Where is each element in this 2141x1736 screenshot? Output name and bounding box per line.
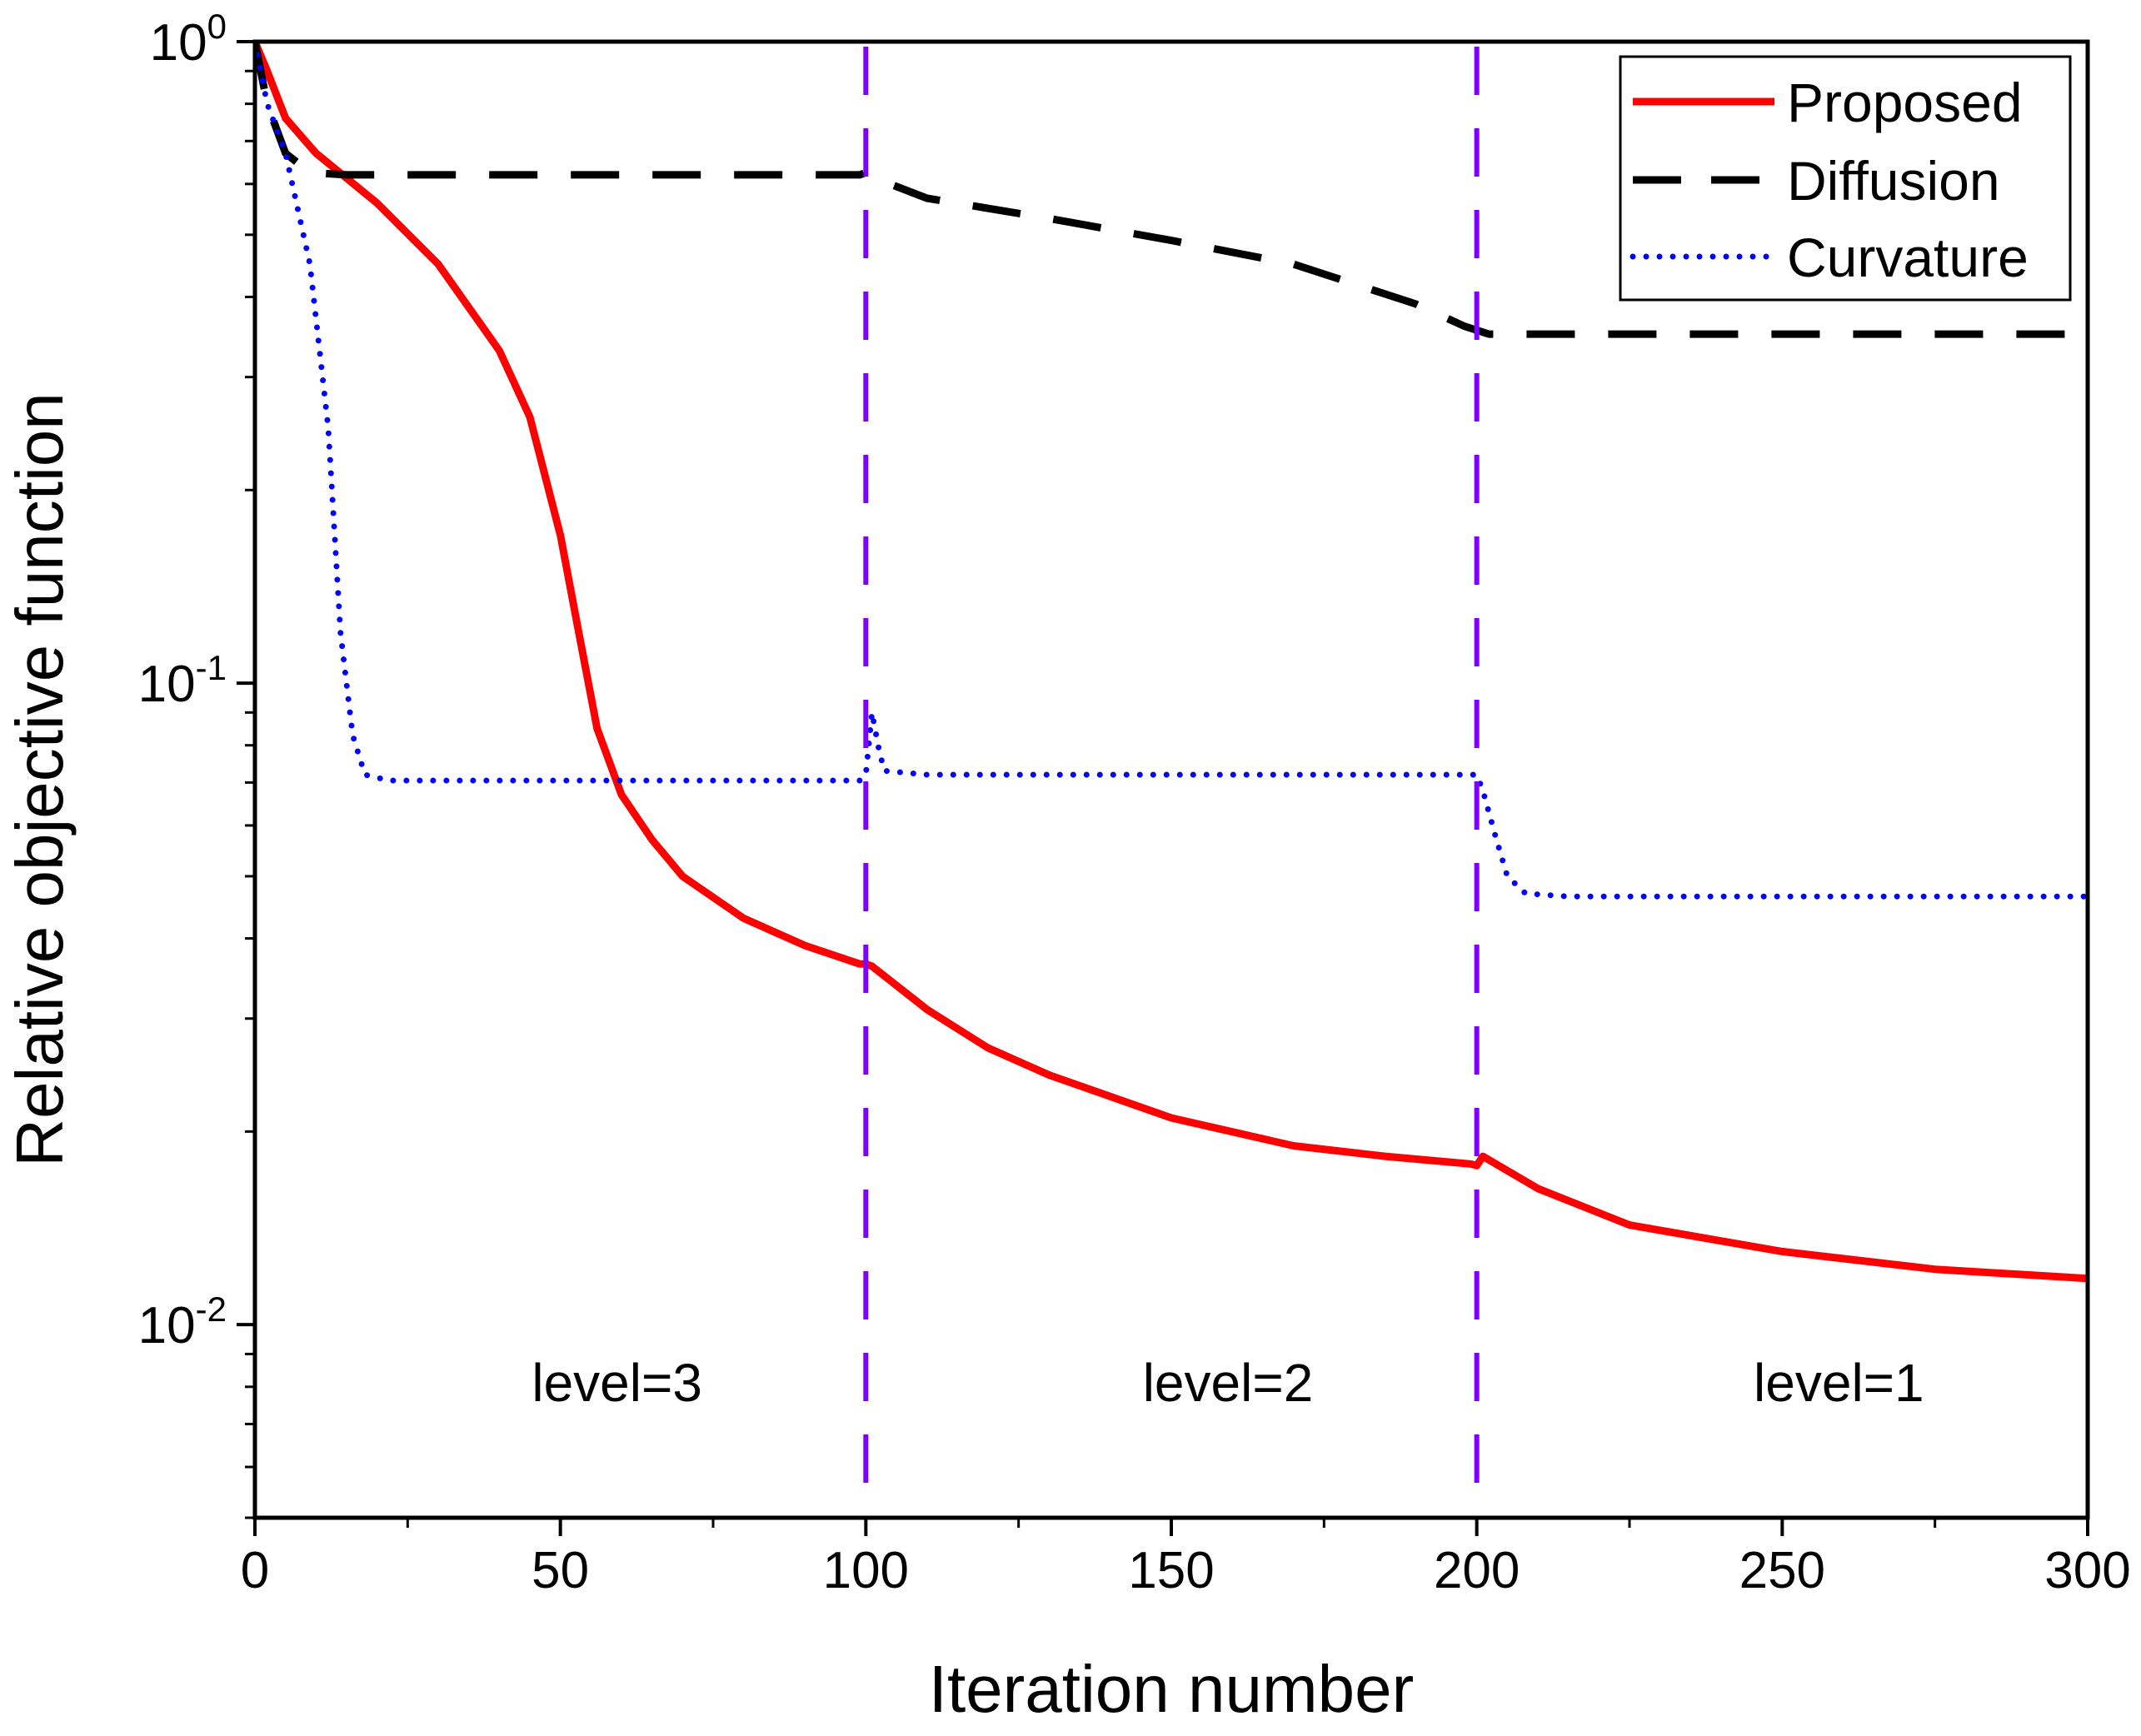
- legend-label-diffusion: Diffusion: [1787, 150, 2000, 212]
- level-label: level=3: [532, 1353, 702, 1413]
- legend-label-proposed: Proposed: [1787, 72, 2023, 133]
- legend: Proposed Diffusion Curvature: [1619, 55, 2072, 302]
- x-tick-label: 150: [1128, 1542, 1214, 1599]
- x-tick-label: 300: [2044, 1542, 2130, 1599]
- y-axis-title: Relative objective function: [2, 392, 77, 1166]
- legend-label-curvature: Curvature: [1787, 227, 2029, 288]
- y-tick-label: 10-1: [138, 648, 227, 713]
- level-label: level=1: [1754, 1353, 1924, 1413]
- axis-ticks: 0 50 100 150 200 250 300 100 10-1 10-2: [138, 7, 2131, 1599]
- x-tick-label: 200: [1434, 1542, 1520, 1599]
- x-tick-label: 0: [241, 1542, 269, 1599]
- level-annotations: level=3 level=2 level=1: [532, 1353, 1924, 1413]
- x-tick-label: 50: [532, 1542, 589, 1599]
- series-line-proposed: [255, 42, 2088, 1283]
- legend-box: [1619, 55, 2072, 302]
- x-tick-label: 250: [1739, 1542, 1825, 1599]
- x-tick-label: 100: [823, 1542, 909, 1599]
- series-line-curvature: [255, 42, 2088, 900]
- y-tick-label: 10-2: [138, 1290, 227, 1354]
- x-axis-title: Iteration number: [929, 1652, 1415, 1726]
- y-tick-label: 100: [150, 7, 227, 72]
- level-label: level=2: [1143, 1353, 1314, 1413]
